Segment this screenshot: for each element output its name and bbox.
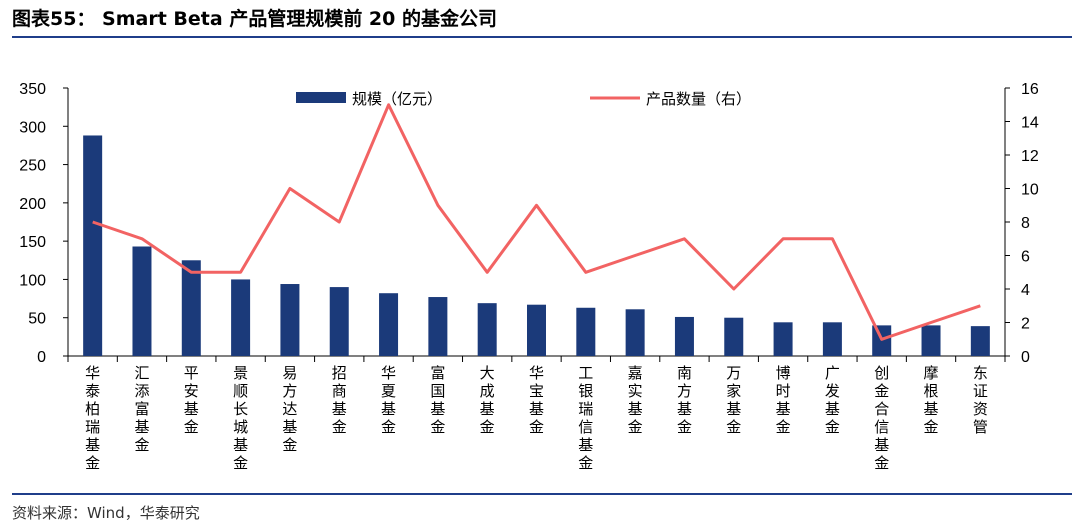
bar <box>970 326 990 356</box>
x-tick-label: 华泰柏瑞基金 <box>85 365 100 472</box>
y-tick-label-right: 2 <box>1021 316 1030 333</box>
source-note: 资料来源：Wind，华泰研究 <box>12 504 200 522</box>
x-tick-label: 易方达基金 <box>282 365 297 454</box>
x-tick-label: 大成基金 <box>480 365 495 436</box>
x-tick-label: 华宝基金 <box>529 365 544 436</box>
bar <box>674 316 694 356</box>
x-tick-label: 平安基金 <box>184 365 199 436</box>
y-tick-label-left: 150 <box>19 234 46 251</box>
bar <box>773 322 793 356</box>
bar <box>280 284 300 356</box>
x-tick-label: 富国基金 <box>430 364 445 436</box>
x-tick-label: 东证资管 <box>973 365 988 436</box>
bar <box>822 322 842 356</box>
legend-label-bar: 规模（亿元） <box>352 91 442 108</box>
legend-swatch-bar <box>296 92 346 103</box>
title-divider <box>12 36 1072 38</box>
y-tick-label-left: 350 <box>19 81 46 98</box>
y-tick-label-left: 250 <box>19 158 46 175</box>
y-tick-label-left: 300 <box>19 119 46 136</box>
bar <box>428 297 448 356</box>
bar <box>231 279 251 356</box>
bar <box>181 260 201 356</box>
x-tick-label: 嘉实基金 <box>628 365 643 436</box>
y-tick-label-right: 0 <box>1021 349 1030 366</box>
x-tick-label: 南方基金 <box>677 365 692 436</box>
bar <box>724 317 744 356</box>
y-tick-label-right: 14 <box>1021 115 1039 132</box>
x-tick-label: 华夏基金 <box>381 365 396 436</box>
page-title: 图表55： Smart Beta 产品管理规模前 20 的基金公司 <box>12 8 497 30</box>
x-tick-label: 景顺长城基金 <box>233 365 248 472</box>
x-tick-label: 博时基金 <box>776 365 791 436</box>
x-tick-label: 工银瑞信基金 <box>578 365 593 472</box>
x-tick-label: 摩根基金 <box>924 364 939 436</box>
y-tick-label-left: 50 <box>28 311 46 328</box>
bar <box>921 325 941 356</box>
y-tick-label-right: 6 <box>1021 249 1030 266</box>
y-tick-label-right: 16 <box>1021 81 1039 98</box>
y-tick-label-left: 0 <box>37 349 46 366</box>
chart: 0 50 100 150 200 250 300 350 0 2 4 6 8 10 12 14 16 华泰柏瑞基… <box>19 81 1039 472</box>
bar <box>527 304 546 356</box>
legend-label-line: 产品数量（右） <box>646 91 751 108</box>
y-tick-label-left: 200 <box>19 196 46 213</box>
footer-divider <box>12 493 1072 495</box>
x-tick-label: 创金合信基金 <box>874 365 889 472</box>
x-tick-label: 万家基金 <box>726 365 741 436</box>
y-tick-label-right: 8 <box>1021 215 1030 232</box>
series-line <box>92 103 981 341</box>
bar <box>329 287 349 356</box>
y-tick-label-left: 100 <box>19 272 46 289</box>
x-tick-label: 广发基金 <box>825 365 840 436</box>
bar <box>477 303 497 356</box>
x-tick-label: 招商基金 <box>332 365 347 436</box>
bar <box>625 309 645 356</box>
bar <box>83 135 103 356</box>
y-tick-label-right: 10 <box>1021 182 1039 199</box>
y-tick-label-right: 12 <box>1021 148 1039 165</box>
bar <box>132 246 152 356</box>
y-tick-label-right: 4 <box>1021 282 1030 299</box>
x-tick-label: 汇添富基金 <box>134 365 149 454</box>
bar <box>379 293 399 356</box>
bar <box>576 307 596 356</box>
